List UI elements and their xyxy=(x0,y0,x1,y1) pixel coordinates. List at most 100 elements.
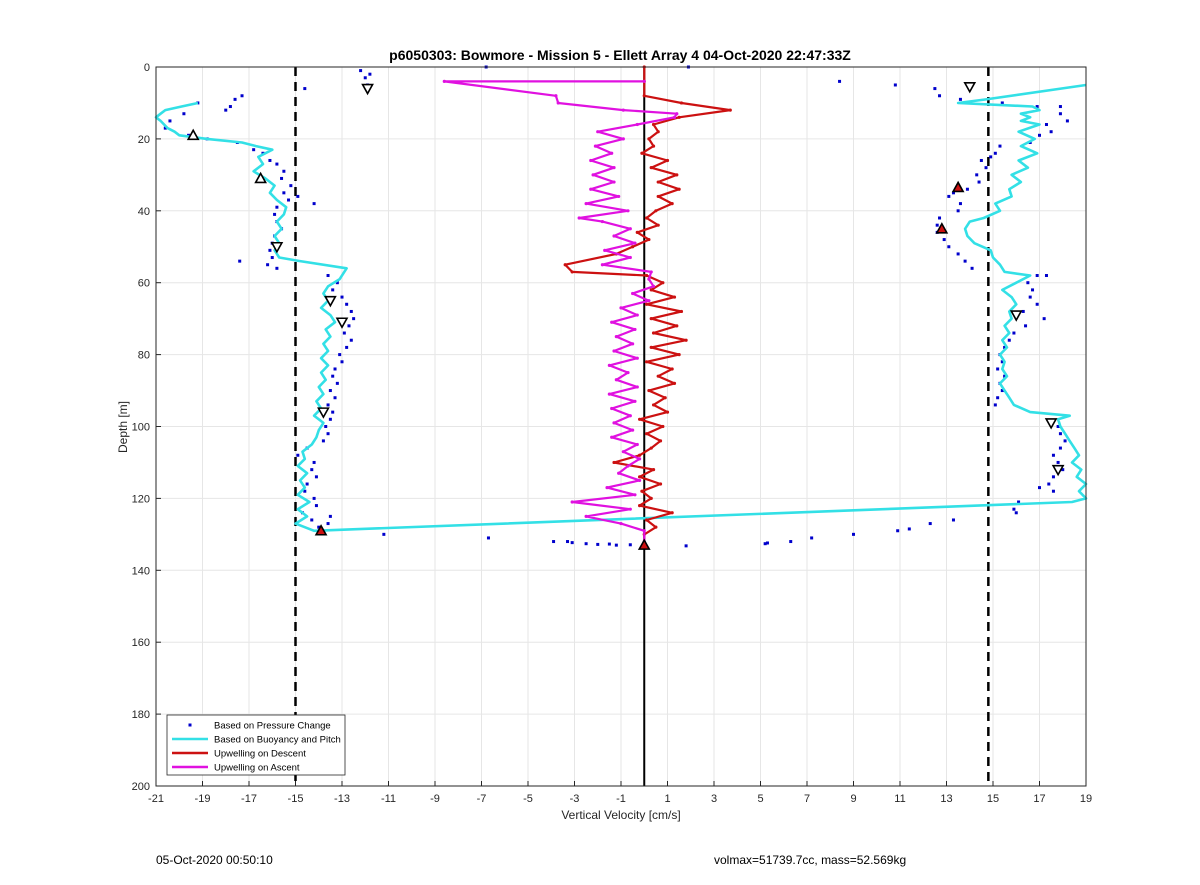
y-tick-label: 160 xyxy=(132,637,150,649)
series-vertex xyxy=(665,410,670,414)
legend-label: Upwelling on Descent xyxy=(214,749,306,760)
data-point xyxy=(1042,317,1046,321)
data-point xyxy=(270,256,274,260)
data-point xyxy=(1028,295,1032,299)
series-vertex xyxy=(651,331,656,335)
data-point xyxy=(349,338,353,342)
x-tick-label: -7 xyxy=(477,793,487,805)
data-point xyxy=(326,403,330,407)
data-point xyxy=(228,105,232,109)
series-vertex xyxy=(647,299,651,303)
data-point xyxy=(893,83,897,87)
data-point xyxy=(1051,489,1055,493)
down-triangle-marker xyxy=(270,241,284,254)
x-tick-label: -17 xyxy=(241,793,257,805)
series-vertex xyxy=(638,475,642,479)
series-vertex xyxy=(638,457,642,461)
series-line xyxy=(154,83,1088,533)
data-point xyxy=(331,410,335,414)
series-vertex xyxy=(728,108,732,112)
series-vertex xyxy=(642,529,646,533)
down-triangle-marker xyxy=(335,317,349,329)
data-point xyxy=(324,425,328,428)
x-tick-label: 9 xyxy=(850,793,856,805)
series-vertex xyxy=(600,263,605,267)
data-point xyxy=(1035,302,1039,306)
data-point xyxy=(1038,486,1041,490)
data-point xyxy=(303,489,307,493)
data-point xyxy=(335,281,339,285)
data-point xyxy=(340,360,344,364)
data-point xyxy=(349,309,353,313)
data-point xyxy=(363,76,367,80)
x-tick-label: -21 xyxy=(148,793,164,805)
series-vertex xyxy=(654,209,658,213)
data-point xyxy=(852,532,855,536)
y-tick-label: 120 xyxy=(132,493,150,505)
x-tick-label: -11 xyxy=(381,793,396,805)
data-point xyxy=(938,94,942,98)
data-point xyxy=(979,158,983,162)
series-vertex xyxy=(635,385,639,389)
series-vertex xyxy=(656,194,660,199)
series-vertex xyxy=(649,317,653,321)
series-vertex xyxy=(649,166,653,170)
data-point xyxy=(810,536,814,540)
data-point xyxy=(998,144,1002,148)
x-tick-label: -5 xyxy=(523,793,533,805)
data-point xyxy=(331,288,335,292)
series-vertex xyxy=(644,432,649,436)
data-point xyxy=(1031,288,1035,292)
series-vertex xyxy=(635,356,639,360)
series-vertex xyxy=(651,122,656,127)
data-point xyxy=(958,97,962,101)
series-vertex xyxy=(628,227,632,231)
data-point xyxy=(268,158,272,162)
x-tick-label: -1 xyxy=(616,793,626,805)
series-vertex xyxy=(647,388,651,393)
data-point xyxy=(1049,130,1053,134)
data-point xyxy=(1056,460,1060,464)
y-axis-ticks: 0 20 40 60 80 100 120 140 160 180 200 xyxy=(132,62,161,793)
series-vertex xyxy=(612,234,616,238)
data-point xyxy=(268,248,272,252)
data-point xyxy=(326,432,330,436)
series-vertex xyxy=(658,439,663,443)
series-vertex xyxy=(631,428,635,432)
series-vertex xyxy=(633,493,637,497)
data-point xyxy=(345,302,349,306)
up-triangle-marker xyxy=(951,180,965,193)
data-point xyxy=(963,259,967,263)
data-point xyxy=(317,525,321,529)
y-axis-label: Depth [m] xyxy=(116,401,130,453)
data-point xyxy=(328,514,332,518)
x-axis-ticks: -21 -19 -17 -15 -13 -11 -9 -7 -5 -3 -1 1 3 5 7 9 11 13 15 1… xyxy=(148,781,1092,805)
series-vertex xyxy=(605,486,609,490)
y-tick-label: 80 xyxy=(138,350,150,362)
data-point xyxy=(321,439,325,443)
series-vertex xyxy=(644,360,649,364)
series-vertex xyxy=(628,414,632,418)
series-vertex xyxy=(631,291,635,296)
data-point xyxy=(359,69,363,73)
data-point xyxy=(763,542,767,546)
data-point xyxy=(314,475,318,479)
x-tick-label: 11 xyxy=(894,793,905,805)
series-vertex xyxy=(677,115,681,119)
series-vertex xyxy=(647,137,651,141)
data-point xyxy=(956,209,960,213)
series-vertex xyxy=(661,281,665,285)
x-tick-label: -19 xyxy=(195,793,211,805)
series-vertex xyxy=(675,324,679,328)
legend: Based on Pressure Change Based on Buoyanc… xyxy=(166,714,346,776)
data-point xyxy=(305,482,309,486)
data-point xyxy=(965,187,969,191)
data-point xyxy=(1035,105,1039,109)
data-point xyxy=(896,529,900,533)
y-tick-label: 60 xyxy=(138,278,150,290)
series-vertex xyxy=(570,500,574,504)
series-vertex xyxy=(570,270,574,274)
series-vertex xyxy=(577,216,581,220)
data-point xyxy=(1000,389,1004,393)
series-vertex xyxy=(635,313,639,317)
